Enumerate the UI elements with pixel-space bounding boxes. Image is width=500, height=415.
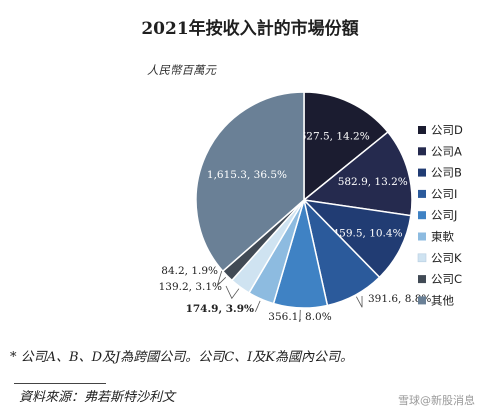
leader-line (254, 300, 261, 313)
slice-data-label: 174.9, 3.9% (186, 303, 254, 315)
legend-label: 公司D (431, 123, 463, 137)
footnote: * 公司A、B、D及J為跨國公司。公司C、I及K為國內公司。 (10, 350, 354, 365)
pie-slice (303, 91, 389, 202)
legend-label: 公司B (431, 166, 462, 180)
slice-data-label: 356.1, 8.0% (268, 311, 331, 323)
watermark: 雪球@新股消息 (398, 394, 475, 407)
pie-slice (302, 130, 413, 217)
legend-swatch (418, 168, 426, 177)
legend-swatch (418, 147, 426, 156)
slice-data-label: 1,615.3, 36.5% (207, 169, 287, 181)
legend-swatch (418, 126, 426, 134)
pie-chart: 627.5, 14.2% 582.9, 13.2% 459.5, 10.4% 391.… (159, 91, 463, 323)
unit-label: 人民幣百萬元 (147, 63, 216, 77)
legend-swatch (418, 189, 426, 198)
slice-data-label: 627.5, 14.2% (300, 131, 370, 143)
leader-line (216, 269, 227, 287)
chart-title: 2021年按收入計的市場份額 (141, 19, 359, 39)
source-note: 資料來源：弗若斯特沙利文 (19, 390, 176, 405)
legend-label: 公司A (431, 144, 462, 158)
pie-slice (195, 91, 305, 273)
legend-label: 公司J (431, 208, 457, 222)
slice-data-label: 139.2, 3.1% (159, 281, 222, 293)
legend-swatch (418, 275, 426, 284)
leader-line (356, 295, 363, 308)
legend-label: 公司I (431, 187, 457, 201)
legend-swatch (418, 211, 426, 220)
legend-swatch (418, 232, 426, 241)
source-divider (14, 383, 106, 384)
pie-slice (301, 198, 412, 279)
leader-line (225, 285, 240, 300)
legend-label: 其他 (431, 293, 454, 307)
slice-data-label: 391.6, 8.8% (368, 293, 431, 305)
legend-swatch (418, 296, 426, 305)
slice-data-label: 582.9, 13.2% (338, 176, 408, 188)
legend-label: 公司K (431, 251, 462, 265)
legend-label: 公司C (431, 272, 462, 286)
legend-swatch (417, 253, 427, 263)
slice-data-label: 84.2, 1.9% (161, 265, 218, 277)
legend-label: 東軟 (431, 230, 454, 244)
slice-data-label: 459.5, 10.4% (332, 227, 402, 239)
